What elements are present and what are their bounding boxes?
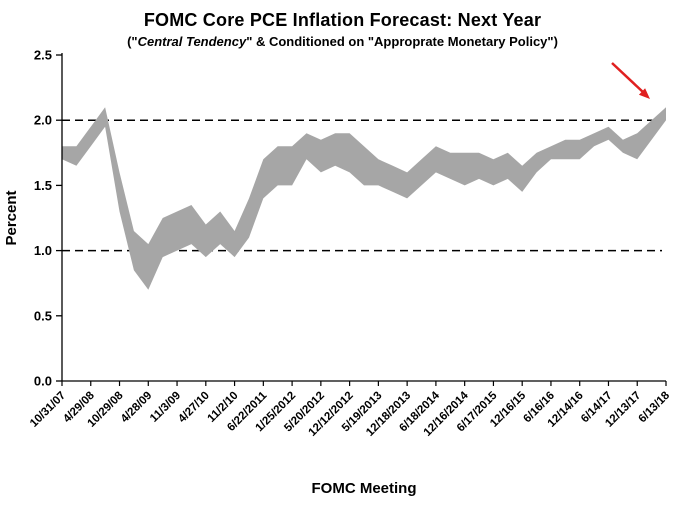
- y-axis-title: Percent: [3, 190, 20, 245]
- plot-area: 0.00.51.01.52.02.510/31/074/29/0810/29/0…: [28, 48, 673, 439]
- y-tick-label: 2.0: [34, 113, 52, 128]
- y-tick-label: 0.5: [34, 308, 52, 323]
- y-tick-label: 2.5: [34, 49, 52, 63]
- x-tick-label: 6/13/18: [637, 389, 673, 425]
- chart-svg: 0.00.51.01.52.02.510/31/074/29/0810/29/0…: [3, 48, 673, 498]
- chart-subtitle: ("Central Tendency" & Conditioned on "Ap…: [0, 34, 685, 49]
- x-tick-label: 4/27/10: [176, 390, 212, 426]
- y-tick-label: 0.0: [34, 374, 52, 389]
- subtitle-italic: Central Tendency: [137, 34, 247, 49]
- forecast-band: [62, 107, 666, 290]
- annotation-arrow-head: [638, 88, 650, 99]
- y-tick-label: 1.0: [34, 243, 52, 258]
- annotation-arrow: [611, 62, 650, 99]
- subtitle-open: (": [127, 34, 138, 49]
- x-tick-label: 10/31/07: [28, 390, 68, 430]
- chart-title: FOMC Core PCE Inflation Forecast: Next Y…: [143, 10, 542, 30]
- annotation-arrow-shaft: [611, 62, 645, 94]
- subtitle-rest: " & Conditioned on "Approprate Monetary …: [246, 34, 558, 49]
- y-tick-label: 1.5: [34, 178, 52, 193]
- x-axis-title: FOMC Meeting: [312, 480, 417, 497]
- x-tick-label: 4/28/09: [119, 390, 155, 426]
